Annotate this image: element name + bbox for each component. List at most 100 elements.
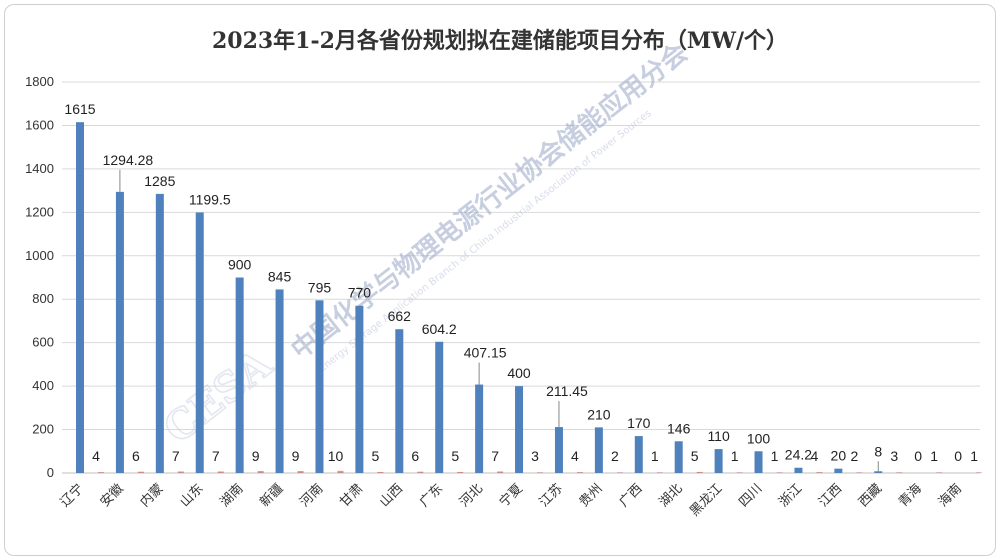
value-label-capacity: 1294.28 [103,152,154,168]
category-label: 西藏 [856,481,885,510]
bar-count [297,471,304,473]
value-label-capacity: 662 [388,308,412,324]
bar-capacity [395,329,404,473]
value-label-count: 5 [691,448,699,464]
y-tick-label: 1400 [25,161,54,176]
value-label-count: 1 [930,448,938,464]
value-label-capacity: 1285 [144,173,175,189]
value-label-count: 3 [531,448,539,464]
y-tick-label: 600 [32,335,54,350]
watermark-text: 中国化学与物理电源行业协会储能应用分会 [285,37,693,366]
bar-count [377,471,384,473]
bar-count [856,472,863,473]
bar-capacity [76,122,84,474]
y-tick-label: 0 [47,465,54,480]
bar-count [217,471,224,473]
bar-capacity [634,436,643,473]
bar-capacity [315,300,324,473]
value-label-count: 1 [651,448,659,464]
value-label-count: 5 [371,448,379,464]
value-label-capacity: 1615 [64,101,95,117]
value-label-count: 7 [212,448,220,464]
value-label-count: 1 [970,448,978,464]
value-label-count: 4 [92,448,100,464]
bar-count [976,472,983,473]
watermark-subtext: Energy Storage Application Branch of Chi… [317,108,654,374]
value-label-capacity: 110 [707,428,730,444]
value-label-capacity: 845 [268,268,292,284]
bar-count [576,472,583,473]
category-label: 四川 [736,481,765,510]
category-label: 黑龙江 [687,481,725,519]
bar-capacity [594,427,603,473]
category-label: 新疆 [257,481,287,511]
y-tick-label: 1600 [25,117,54,132]
value-label-count: 6 [132,448,140,464]
value-label-capacity: 170 [627,415,651,431]
value-label-capacity: 210 [587,406,611,422]
bar-count [616,472,623,473]
value-label-capacity: 604.2 [422,321,457,337]
value-label-count: 1 [771,448,779,464]
y-axis-ticks: 0 200 400 600 800 1000 1200 1400 1600 1800 [25,74,54,480]
category-label: 山西 [377,481,406,510]
y-tick-label: 400 [32,378,54,393]
value-label-capacity: 400 [507,365,531,381]
chart-title: 2023年1-2月各省份规划拟在建储能项目分布（MW/个） [212,28,788,54]
value-label-count: 10 [328,448,344,464]
bar-capacity [435,341,444,473]
bar-capacity [235,277,244,473]
bar-capacity [754,451,763,473]
bar-count [98,472,104,473]
bar-capacity [794,467,803,473]
category-label: 广西 [617,481,646,510]
bar-capacity [355,305,364,473]
category-label: 湖北 [656,481,685,510]
value-label-capacity: 24.2 [785,447,812,463]
y-tick-label: 200 [32,422,54,437]
bar-count [776,472,783,473]
category-label: 湖南 [217,481,247,511]
value-label-count: 3 [890,448,898,464]
bar-count [537,472,544,473]
category-label: 青海 [896,481,925,510]
gridlines [62,81,980,474]
value-label-capacity: 1199.5 [189,191,231,207]
value-label-count: 6 [411,448,419,464]
bar-capacity [674,441,683,473]
bar-capacity [515,386,524,473]
value-label-capacity: 146 [667,420,691,436]
value-label-count: 7 [491,448,499,464]
value-label-capacity: 211.45 [546,383,588,399]
bars [76,122,983,474]
value-label-count: 4 [571,448,579,464]
bar-count [896,472,903,473]
bar-count [417,471,424,473]
value-label-count: 7 [172,448,180,464]
category-label: 甘肃 [337,481,366,510]
value-label-capacity: 795 [308,279,332,295]
value-label-count: 9 [252,448,260,464]
bar-capacity [714,449,723,473]
category-label: 浙江 [776,481,805,510]
category-label: 广东 [417,481,446,510]
value-label-capacity: 20 [831,448,847,464]
bar-capacity [195,212,204,473]
value-label-count: 9 [292,448,300,464]
category-label: 江西 [816,481,845,510]
value-label-count: 1 [731,448,739,464]
bar-count [337,470,344,473]
bar-count [177,471,184,473]
category-label: 河南 [297,481,327,511]
value-label-count: 2 [850,448,858,464]
value-label-capacity: 770 [348,285,372,301]
chart-frame [4,4,996,556]
bar-count [497,471,504,473]
bar-count [816,472,823,473]
category-label: 江苏 [536,481,566,511]
bar-count [457,471,464,473]
value-label-capacity: 8 [874,443,882,459]
bar-count [656,472,663,473]
value-label-capacity: 0 [914,448,922,464]
